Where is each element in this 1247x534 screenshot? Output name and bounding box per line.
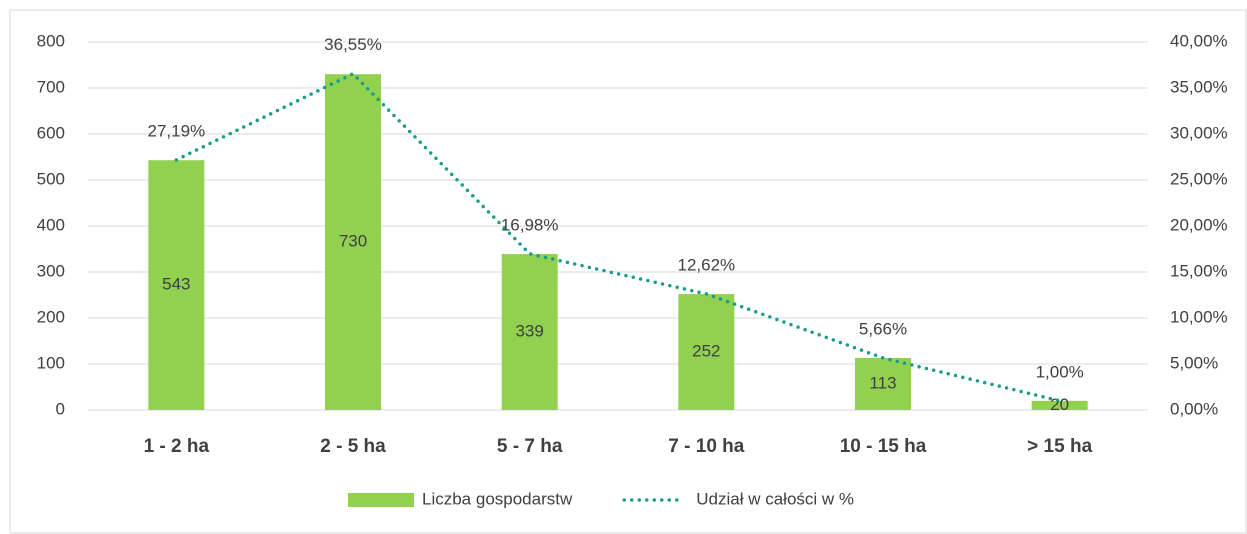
- line-value-label: 5,66%: [859, 319, 907, 338]
- y-tick-label: 0: [56, 399, 65, 418]
- bar: [678, 294, 735, 410]
- y2-tick-label: 30,00%: [1170, 123, 1228, 142]
- line-value-label: 16,98%: [501, 215, 559, 234]
- bar-value-label: 339: [515, 322, 543, 341]
- line-value-label: 12,62%: [677, 255, 735, 274]
- y-tick-label: 400: [37, 215, 65, 234]
- legend-label: Liczba gospodarstw: [422, 489, 573, 508]
- x-tick-label: 1 - 2 ha: [144, 436, 210, 457]
- x-tick-label: 7 - 10 ha: [668, 436, 744, 457]
- y-tick-label: 200: [37, 307, 65, 326]
- legend-swatch: [348, 493, 414, 507]
- y2-tick-label: 35,00%: [1170, 77, 1228, 96]
- y-tick-label: 700: [37, 77, 65, 96]
- line: [174, 71, 1062, 403]
- y2-tick-label: 5,00%: [1170, 353, 1218, 372]
- line-value-label: 27,19%: [147, 121, 205, 140]
- bar: [325, 74, 381, 410]
- y-tick-label: 600: [37, 123, 65, 142]
- y2-tick-label: 25,00%: [1170, 169, 1228, 188]
- x-tick-label: > 15 ha: [1027, 436, 1092, 457]
- x-tick-label: 5 - 7 ha: [497, 436, 563, 457]
- bar: [855, 358, 911, 410]
- legend-label: Udział w całości w %: [696, 489, 854, 508]
- line-value-label: 1,00%: [1036, 362, 1084, 381]
- y-tick-label: 800: [37, 31, 65, 50]
- bar: [501, 254, 558, 410]
- bar-value-label: 113: [869, 373, 896, 392]
- line-value-label: 36,55%: [324, 35, 382, 54]
- bar-value-label: 252: [692, 342, 720, 361]
- y-tick-label: 500: [37, 169, 65, 188]
- y2-tick-label: 10,00%: [1170, 307, 1228, 326]
- y2-tick-label: 40,00%: [1170, 31, 1228, 50]
- x-tick-label: 2 - 5 ha: [320, 436, 386, 457]
- y2-tick-label: 15,00%: [1170, 261, 1228, 280]
- bar-value-label: 543: [162, 275, 190, 294]
- y-tick-label: 100: [37, 353, 65, 372]
- chart-border: [9, 9, 1247, 534]
- bar: [148, 160, 205, 410]
- bar: [1031, 400, 1088, 410]
- y2-tick-label: 0,00%: [1170, 399, 1218, 418]
- bar-value-label: 730: [339, 232, 367, 251]
- y2-tick-label: 20,00%: [1170, 215, 1228, 234]
- bar-value-label: 20: [1050, 395, 1069, 414]
- y-tick-label: 300: [37, 261, 65, 280]
- x-tick-label: 10 - 15 ha: [840, 436, 927, 457]
